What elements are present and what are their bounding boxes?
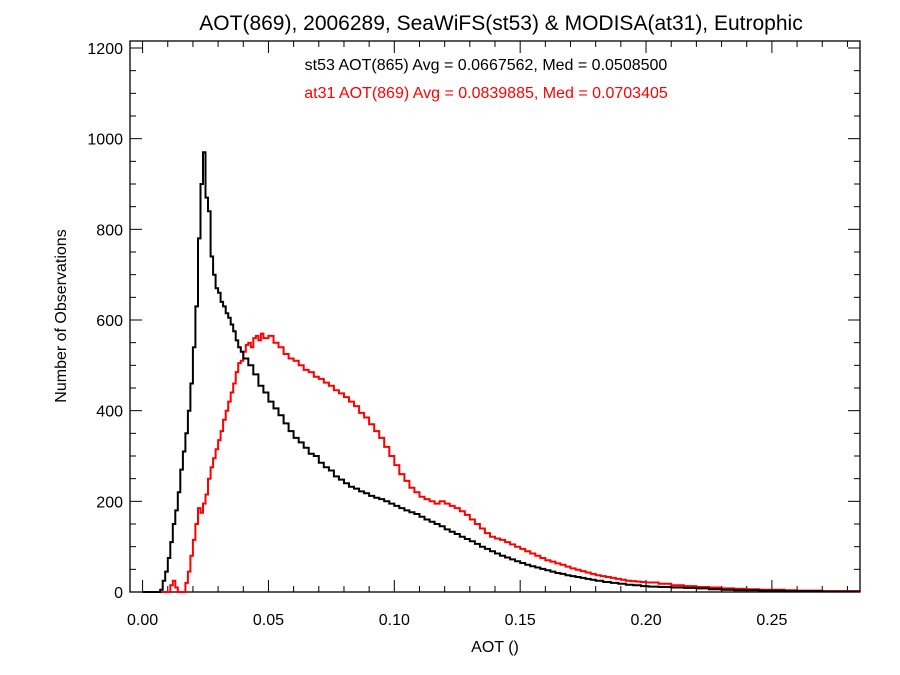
x-tick-label: 0.25 [756,612,787,629]
series-st53-line [142,151,860,593]
y-tick-labels: 0 200 400 600 800 1000 1200 [87,41,123,602]
y-tick-label: 400 [96,404,123,421]
annotation-st53: st53 AOT(865) Avg = 0.0667562, Med = 0.0… [305,57,668,74]
annotation-at31: at31 AOT(869) Avg = 0.0839885, Med = 0.0… [304,85,668,102]
data-series [142,151,861,593]
x-tick-label: 0.00 [127,612,158,629]
y-tick-label: 800 [96,222,123,239]
y-axis-title: Number of Observations [53,229,70,402]
x-tick-label: 0.05 [253,612,284,629]
series-at31-line [142,332,861,593]
plot-area [129,40,861,593]
y-tick-label: 1200 [87,41,123,58]
x-tick-label: 0.10 [379,612,410,629]
y-tick-label: 600 [96,313,123,330]
chart-title: AOT(869), 2006289, SeaWiFS(st53) & MODIS… [199,12,802,35]
x-axis-title: AOT () [471,639,519,656]
y-tick-label: 0 [114,585,123,602]
plot-frame [129,40,861,593]
y-tick-label: 200 [96,494,123,511]
y-tick-label: 1000 [87,132,123,149]
x-tick-label: 0.20 [630,612,661,629]
x-tick-labels: 0.00 0.05 0.10 0.15 0.20 0.25 [127,612,788,629]
x-tick-label: 0.15 [505,612,536,629]
axis-ticks [130,41,860,593]
